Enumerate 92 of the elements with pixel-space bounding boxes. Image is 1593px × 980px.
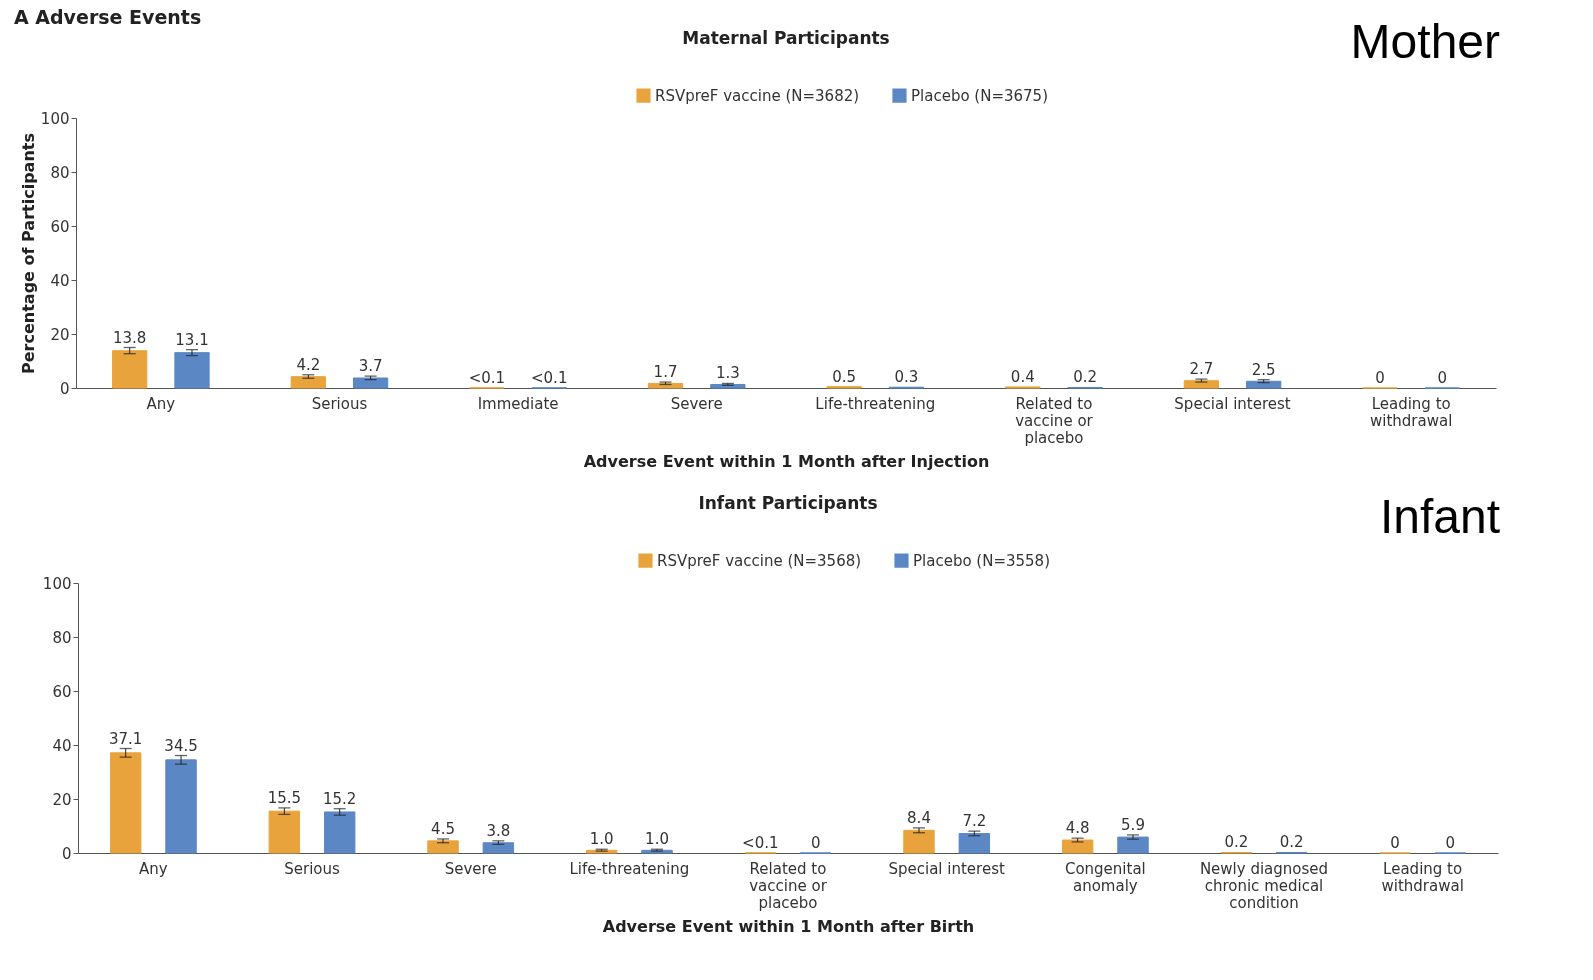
data-label: 4.8 — [1065, 819, 1090, 838]
y-tick-label: 20 — [52, 790, 72, 809]
legend-label: RSVpreF vaccine (N=3568) — [657, 551, 862, 570]
y-tick-label: 60 — [50, 217, 70, 236]
data-label: 15.2 — [322, 789, 357, 808]
data-label: 3.7 — [358, 357, 383, 376]
bar — [1117, 836, 1149, 854]
data-label: 1.7 — [653, 363, 678, 382]
y-tick-label: 0 — [59, 379, 70, 398]
data-label: 13.8 — [112, 328, 147, 347]
x-tick-label: Newly diagnosed chronic medical condition — [1199, 859, 1329, 912]
y-tick-label: 40 — [52, 736, 72, 755]
y-tick-label: 100 — [42, 574, 72, 593]
data-label: 8.4 — [907, 808, 931, 827]
bar — [112, 350, 148, 389]
data-label: 7.2 — [962, 812, 987, 831]
x-tick-label: Life-threatening — [815, 394, 936, 413]
text: A Adverse Events — [14, 6, 202, 28]
data-label: 5.9 — [1121, 815, 1145, 834]
bar — [1246, 380, 1282, 389]
data-label: 2.7 — [1189, 360, 1214, 379]
x-tick-label: Congenital anomaly — [1064, 859, 1146, 895]
x-tick-label: Serious — [284, 859, 340, 878]
x-tick-label: Leading to withdrawal — [1369, 394, 1453, 430]
data-label: 3.8 — [486, 821, 511, 840]
data-label: <0.1 — [468, 368, 506, 387]
legend-label: Placebo (N=3558) — [913, 551, 1051, 570]
x-axis-title: Adverse Event within 1 Month after Birth — [602, 916, 975, 936]
x-tick-label: Severe — [444, 859, 497, 878]
bar — [710, 383, 746, 389]
data-label: 1.3 — [715, 364, 740, 383]
data-label: 0.5 — [832, 367, 857, 386]
chart-title: Maternal Participants — [682, 28, 890, 48]
data-label: <0.1 — [531, 368, 568, 387]
data-label: 0.3 — [894, 368, 919, 387]
x-tick-label: Immediate — [477, 394, 559, 413]
bar — [482, 842, 515, 854]
x-tick-label: Related to vaccine or placebo — [1015, 394, 1094, 447]
data-label: 2.5 — [1251, 360, 1276, 379]
chart-title: Infant Participants — [698, 493, 878, 513]
y-tick-label: 80 — [52, 628, 72, 647]
data-label: 13.1 — [175, 330, 209, 349]
data-label: 0 — [1437, 369, 1448, 387]
bar — [174, 352, 210, 389]
x-tick-label: Special interest — [888, 859, 1005, 878]
x-tick-label: Special interest — [1174, 394, 1291, 413]
data-label: 15.5 — [267, 788, 302, 807]
data-label: 4.2 — [296, 355, 321, 374]
x-tick-label: Related to vaccine or placebo — [749, 859, 828, 912]
data-label: 0.4 — [1010, 367, 1035, 386]
data-label: 1.0 — [589, 830, 614, 849]
x-tick-label: Life-threatening — [569, 859, 690, 878]
x-tick-label: Any — [146, 394, 176, 413]
text: Infant — [1379, 489, 1500, 544]
y-tick-label: 60 — [52, 682, 72, 701]
bar — [427, 840, 459, 854]
y-tick-label: 80 — [50, 163, 70, 182]
bar — [958, 833, 991, 854]
data-label: 37.1 — [108, 729, 143, 748]
bar — [290, 376, 326, 389]
data-label: 0.2 — [1279, 833, 1304, 852]
x-axis-title: Adverse Event within 1 Month after Injection — [583, 451, 990, 471]
legend-label: Placebo (N=3675) — [911, 86, 1049, 105]
y-axis-title: Percentage of Participants — [18, 133, 38, 374]
text: Mother — [1350, 14, 1500, 69]
y-tick-label: 40 — [50, 271, 70, 290]
y-tick-label: 0 — [61, 844, 72, 863]
data-label: 34.5 — [164, 736, 198, 755]
x-tick-label: Serious — [311, 394, 368, 413]
x-tick-label: Leading to withdrawal — [1381, 859, 1464, 895]
data-label: 0.2 — [1073, 368, 1098, 387]
data-label: 0.2 — [1224, 833, 1249, 852]
x-tick-label: Any — [139, 859, 168, 878]
y-tick-label: 20 — [50, 325, 70, 344]
y-tick-label: 100 — [40, 109, 70, 128]
data-label: <0.1 — [742, 833, 779, 852]
bar — [165, 759, 197, 854]
data-label: 1.0 — [645, 830, 669, 849]
bar — [647, 382, 684, 389]
x-tick-label: Severe — [670, 394, 723, 413]
data-label: 0 — [1390, 834, 1400, 852]
legend-label: RSVpreF vaccine (N=3682) — [655, 86, 860, 105]
bar — [903, 829, 935, 854]
bar — [1061, 839, 1094, 854]
bar — [268, 810, 301, 854]
bar — [323, 811, 356, 854]
data-label: 0 — [1445, 834, 1456, 852]
bar — [109, 752, 142, 854]
data-label: 0 — [810, 834, 821, 852]
data-label: 4.5 — [431, 819, 455, 838]
bar — [352, 377, 389, 389]
data-label: 0 — [1375, 369, 1385, 387]
